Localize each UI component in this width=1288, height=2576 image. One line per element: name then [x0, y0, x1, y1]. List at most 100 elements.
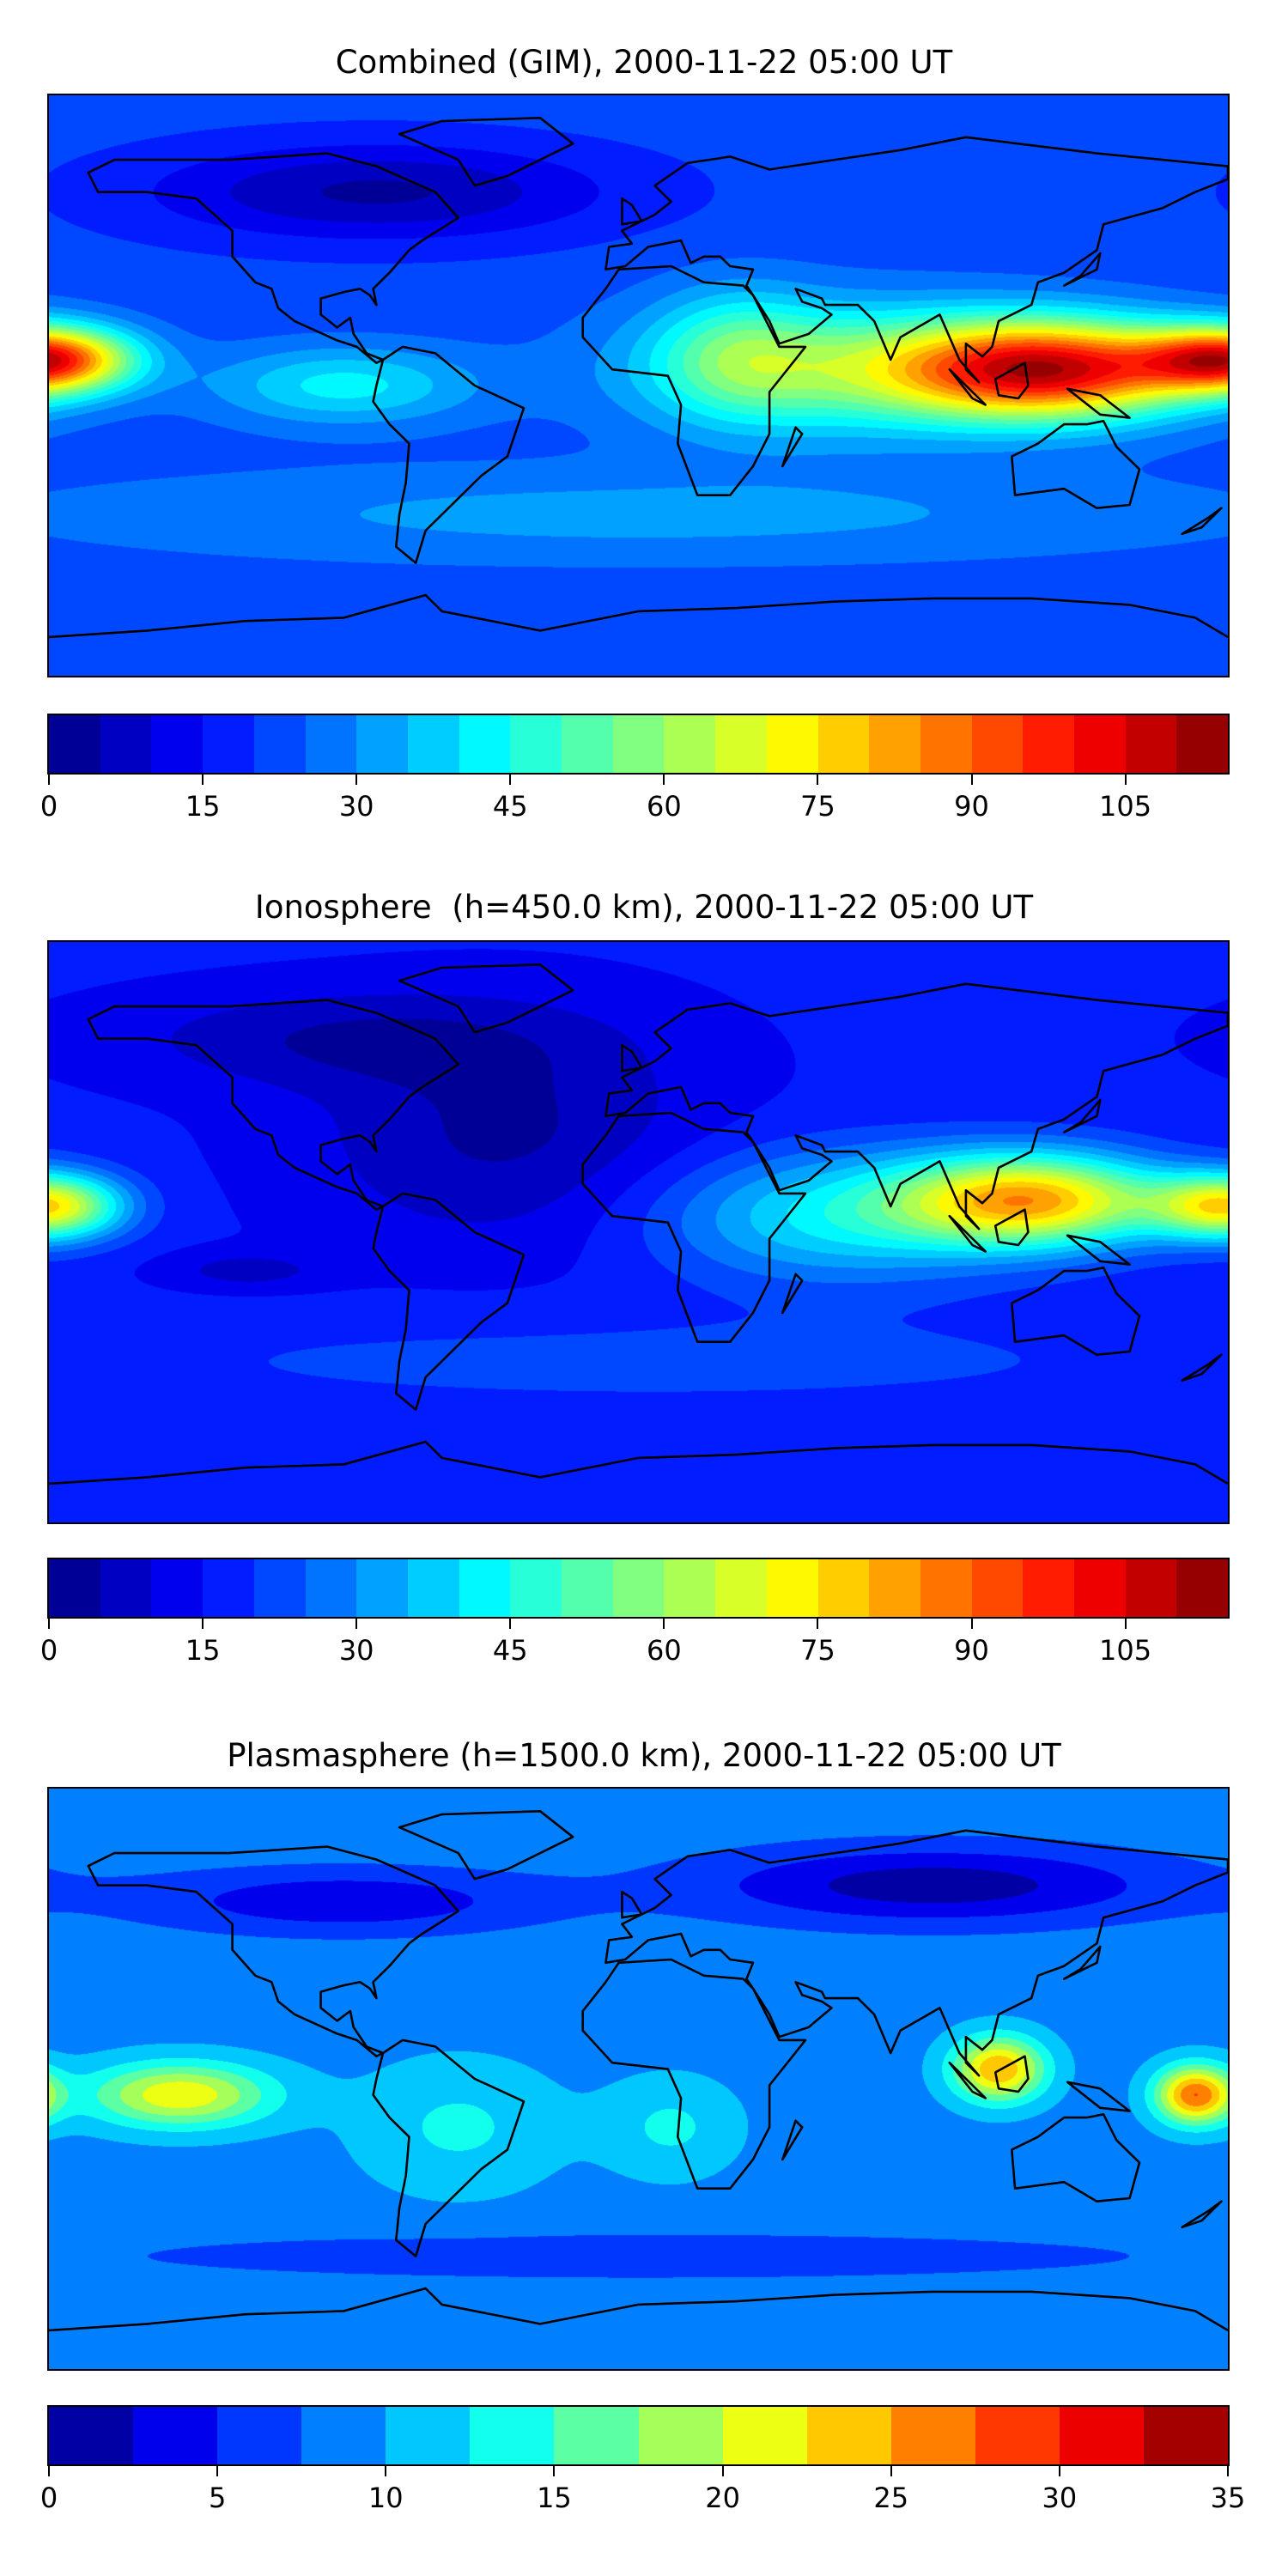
coastline — [1011, 1267, 1141, 1356]
colorbar-tick — [48, 1617, 50, 1629]
colorbar-tick-label: 30 — [338, 790, 374, 823]
coastline — [1181, 507, 1223, 536]
colorbar-tick-label: 35 — [1210, 2482, 1246, 2514]
coastline — [948, 2061, 987, 2099]
coastline — [993, 2055, 1030, 2093]
colorbar-tick — [663, 773, 665, 785]
colorbar-segment — [715, 1559, 767, 1617]
colorbar-segment — [920, 715, 972, 773]
colorbar-segment — [1074, 1559, 1126, 1617]
colorbar-segment — [562, 715, 613, 773]
colorbar-segment — [510, 1559, 562, 1617]
colorbar-segment — [715, 715, 767, 773]
colorbar-tick — [970, 773, 973, 785]
colorbar-tick-label: 0 — [39, 790, 58, 823]
colorbar-segment — [510, 715, 562, 773]
colorbar-tick — [1058, 2464, 1060, 2476]
colorbar-tick-label: 105 — [1099, 1634, 1152, 1667]
colorbar-segment — [1074, 715, 1126, 773]
colorbar-segment — [766, 1559, 818, 1617]
colorbar-segment — [664, 715, 716, 773]
colorbar-segment — [470, 2407, 555, 2464]
colorbar-segment — [253, 1559, 306, 1617]
colorbar-tick-label: 45 — [492, 790, 528, 823]
coastline — [781, 1273, 804, 1315]
colorbar-tick-label: 15 — [185, 790, 221, 823]
colorbar-tick-label: 15 — [537, 2482, 572, 2514]
colorbar-tick-label: 15 — [185, 1634, 221, 1667]
coastline — [781, 2119, 804, 2161]
coastline — [372, 345, 526, 564]
colorbar-segment — [100, 1559, 152, 1617]
colorbar-segment — [920, 1559, 972, 1617]
colorbar-segment — [612, 715, 665, 773]
colorbar-segment — [869, 1559, 920, 1617]
coastline — [621, 197, 643, 226]
colorbar-tick-label: 0 — [39, 2482, 58, 2514]
coastline — [1181, 2200, 1223, 2229]
coastline-antarctica — [49, 593, 1228, 639]
colorbar-tick — [509, 773, 512, 785]
colorbar-segment — [49, 2407, 134, 2464]
colorbar-tick — [385, 2464, 387, 2476]
coastline — [581, 1958, 807, 2190]
colorbar-segment — [356, 1559, 408, 1617]
colorbar-combined — [47, 714, 1230, 775]
colorbar-tick — [1124, 773, 1127, 785]
colorbar-tick-label: 90 — [954, 1634, 989, 1667]
colorbar-tick-label: 60 — [646, 790, 682, 823]
coastline — [1066, 387, 1131, 419]
colorbar-segment — [722, 2407, 807, 2464]
colorbar-segment — [1176, 715, 1229, 773]
colorbar-tick — [817, 773, 819, 785]
colorbar-segment — [817, 1559, 870, 1617]
colorbar-tick-label: 105 — [1099, 790, 1152, 823]
colorbar-segment — [217, 2407, 302, 2464]
coastline — [605, 1829, 1228, 2077]
map-plasmasphere — [47, 1787, 1230, 2371]
coastline — [1181, 1353, 1223, 1382]
colorbar-tick-label: 75 — [800, 790, 835, 823]
colorbar-tick — [553, 2464, 556, 2476]
colorbar-tick — [216, 2464, 219, 2476]
colorbar-plasmasphere — [47, 2405, 1230, 2466]
colorbar-segment — [301, 2407, 386, 2464]
colorbar-segment — [638, 2407, 723, 2464]
colorbar-tick — [721, 2464, 724, 2476]
coastline — [621, 1043, 643, 1072]
coastline — [605, 982, 1228, 1230]
colorbar-segment — [971, 715, 1024, 773]
colorbar-segment — [554, 2407, 639, 2464]
colorbar-tick — [202, 1617, 204, 1629]
colorbar-tick — [48, 2464, 50, 2476]
colorbar-segment — [869, 715, 920, 773]
contour-field — [49, 1789, 1228, 2369]
coastline — [1066, 1234, 1131, 1266]
colorbar-segment — [806, 2407, 891, 2464]
colorbar-segment — [664, 1559, 716, 1617]
colorbar-tick-label: 75 — [800, 1634, 835, 1667]
coastlines — [49, 117, 1228, 639]
colorbar-segment — [1176, 1559, 1229, 1617]
coastline — [781, 426, 804, 468]
colorbar-segment — [305, 1559, 357, 1617]
colorbar-segment — [971, 1559, 1024, 1617]
colorbar-tick — [817, 1617, 819, 1629]
coastline — [87, 1845, 459, 2057]
colorbar-tick-label: 30 — [1042, 2482, 1078, 2514]
colorbar-segment — [407, 715, 459, 773]
coastline — [621, 1890, 643, 1919]
colorbar-segment — [975, 2407, 1060, 2464]
colorbar-segment — [407, 1559, 459, 1617]
colorbar-segment — [1125, 715, 1177, 773]
colorbar-segment — [49, 715, 100, 773]
colorbar-tick-label: 30 — [338, 1634, 374, 1667]
coastline — [605, 136, 1228, 384]
coastline — [993, 361, 1030, 400]
colorbar-segment — [562, 1559, 613, 1617]
colorbar-segment — [253, 715, 306, 773]
contour-field — [49, 942, 1228, 1522]
coastline-antarctica — [49, 1440, 1228, 1485]
colorbar-tick — [890, 2464, 892, 2476]
colorbar-tick — [202, 773, 204, 785]
